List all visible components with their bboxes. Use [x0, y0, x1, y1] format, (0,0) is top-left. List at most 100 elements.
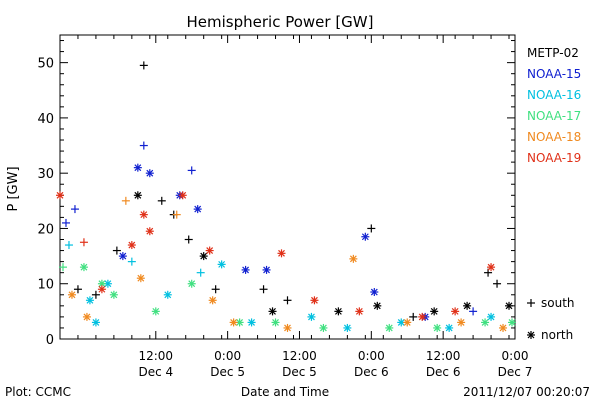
data-point: [133, 163, 142, 172]
legend-entry: NOAA-17: [527, 109, 581, 123]
data-point: [193, 205, 202, 214]
data-point: [139, 210, 148, 219]
data-point: [499, 323, 508, 332]
data-point: [259, 285, 268, 294]
data-point: [361, 232, 370, 241]
marker-legend-symbol: [527, 331, 535, 339]
data-point: [403, 318, 412, 327]
data-point: [211, 285, 220, 294]
x-tick-time-label: 0:00: [502, 349, 529, 363]
data-point: [217, 260, 226, 269]
data-point: [91, 290, 100, 299]
x-tick-time-label: 12:00: [426, 349, 461, 363]
data-point: [310, 296, 319, 305]
data-point: [487, 263, 496, 272]
y-tick-label: 50: [37, 57, 54, 72]
data-point: [151, 307, 160, 316]
data-point: [505, 301, 514, 310]
data-point: [319, 323, 328, 332]
data-point: [97, 285, 106, 294]
data-point: [79, 263, 88, 272]
data-point: [229, 318, 238, 327]
legend-entry: NOAA-16: [527, 88, 581, 102]
data-points: [56, 61, 517, 332]
x-axis-label: Date and Time: [241, 385, 329, 399]
data-point: [97, 279, 106, 288]
data-point: [343, 323, 352, 332]
data-point: [163, 290, 172, 299]
plot-area-frame: [59, 34, 516, 340]
data-point: [370, 288, 379, 297]
data-point: [493, 279, 502, 288]
chart-title: Hemispheric Power [GW]: [187, 13, 374, 31]
data-point: [127, 241, 136, 250]
data-point: [91, 318, 100, 327]
data-point: [58, 263, 67, 272]
y-tick-label: 20: [37, 222, 54, 237]
x-tick-date-label: Dec 4: [138, 365, 173, 379]
marker-legend-symbol: [527, 299, 535, 307]
data-point: [235, 318, 244, 327]
plot-credit: Plot: CCMC: [5, 385, 71, 399]
x-tick-time-label: 12:00: [138, 349, 173, 363]
data-point: [508, 318, 517, 327]
data-point: [205, 246, 214, 255]
data-point: [112, 246, 121, 255]
data-point: [127, 257, 136, 266]
y-tick-label: 30: [37, 167, 54, 182]
data-point: [139, 61, 148, 70]
x-tick-time-label: 0:00: [214, 349, 241, 363]
legend-entry: NOAA-19: [527, 151, 581, 165]
data-point: [373, 301, 382, 310]
data-point: [334, 307, 343, 316]
data-point: [349, 254, 358, 263]
y-tick-label: 0: [46, 333, 54, 348]
legend-entry: NOAA-18: [527, 130, 581, 144]
x-axis: 12:00 Dec 4 0:00 Dec 5 12:00 Dec 5 0:00 Dec 6 12…: [77, 35, 532, 379]
legend-entry: NOAA-15: [527, 67, 581, 81]
x-tick-time-label: 0:00: [358, 349, 385, 363]
data-point: [355, 307, 364, 316]
marker-legend-label: south: [541, 296, 575, 310]
x-tick-time-label: 12:00: [282, 349, 317, 363]
data-point: [247, 318, 256, 327]
x-tick-date-label: Dec 6: [426, 365, 461, 379]
data-point: [184, 235, 193, 244]
y-axis: 0 10 20 30 40 50: [37, 40, 515, 348]
data-point: [241, 265, 250, 274]
data-point: [145, 169, 154, 178]
series-legend: METP-02 NOAA-15 NOAA-16 NOAA-17 NOAA-18 NOAA-…: [527, 46, 581, 165]
data-point: [187, 166, 196, 175]
plot-timestamp: 2011/12/07 00:20:07: [463, 385, 590, 399]
legend-entry: METP-02: [527, 46, 579, 60]
data-point: [118, 252, 127, 261]
data-point: [451, 307, 460, 316]
data-point: [283, 296, 292, 305]
data-point: [133, 191, 142, 200]
data-point: [469, 307, 478, 316]
data-point: [139, 141, 148, 150]
data-point: [109, 290, 118, 299]
y-tick-label: 40: [37, 112, 54, 127]
marker-legend: south north: [527, 296, 575, 342]
data-point: [487, 312, 496, 321]
data-point: [64, 241, 73, 250]
data-point: [145, 227, 154, 236]
data-point: [199, 252, 208, 261]
data-point: [157, 196, 166, 205]
data-point: [457, 318, 466, 327]
data-point: [385, 323, 394, 332]
data-point: [196, 268, 205, 277]
data-point: [445, 323, 454, 332]
data-point: [481, 318, 490, 327]
x-tick-date-label: Dec 5: [282, 365, 317, 379]
data-point: [409, 312, 418, 321]
y-tick-label: 10: [37, 278, 54, 293]
data-point: [178, 191, 187, 200]
data-point: [79, 238, 88, 247]
data-point: [61, 218, 70, 227]
data-point: [67, 290, 76, 299]
data-point: [367, 224, 376, 233]
data-point: [268, 307, 277, 316]
data-point: [262, 265, 271, 274]
